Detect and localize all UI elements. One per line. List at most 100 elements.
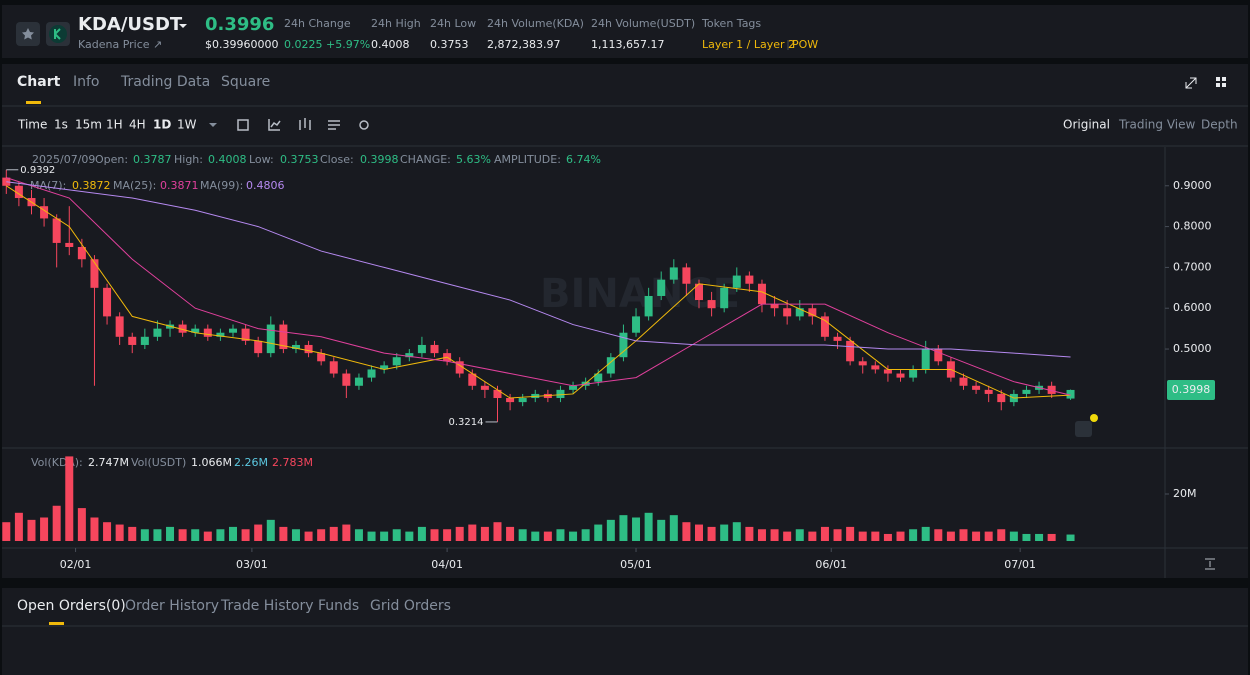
interval[interactable]: 1W [177, 118, 197, 132]
orders-tab[interactable]: Open Orders(0) [17, 598, 126, 614]
tab[interactable]: Trading Data [120, 74, 210, 90]
volume-bar [1009, 531, 1018, 541]
star-icon [22, 28, 34, 40]
interval[interactable]: Time [17, 118, 47, 132]
view-option[interactable]: Original [1063, 118, 1110, 132]
pair-name[interactable]: KDA/USDT [78, 14, 183, 35]
volume-bar [657, 519, 666, 541]
candle-body [959, 377, 968, 386]
tab[interactable]: Chart [17, 74, 61, 90]
candle-body [392, 357, 401, 366]
orders-tab[interactable]: Trade History [220, 598, 314, 614]
volume-bar [770, 529, 779, 541]
tool-icon[interactable] [299, 118, 311, 130]
candle-body [934, 349, 943, 362]
candle-body [569, 385, 578, 390]
stat-value: 0.3753 [430, 38, 469, 51]
interval[interactable]: 1D [153, 118, 171, 132]
volume-bar [644, 512, 653, 541]
candle-body [367, 369, 376, 378]
volume-bar [1022, 533, 1031, 541]
alert-dot [1090, 414, 1098, 422]
current-price-tag [1167, 379, 1215, 400]
token-tag[interactable]: POW [792, 38, 818, 51]
candle-body [241, 328, 250, 341]
volume-bar [430, 529, 439, 541]
candle-body [140, 336, 149, 345]
candle-body [266, 324, 275, 354]
volume-legend-label: Vol(USDT) [131, 456, 186, 469]
candle-body [405, 353, 414, 358]
candle-body [757, 283, 766, 305]
scale-icon[interactable] [1205, 558, 1215, 570]
candle-body [304, 344, 313, 354]
interval[interactable]: 15m [75, 118, 102, 132]
layout-icon[interactable] [1216, 77, 1226, 87]
volume-bar [493, 522, 502, 541]
candle-body [380, 365, 389, 370]
volume-bar [103, 522, 112, 541]
coin-link[interactable]: Kadena Price ↗ [78, 38, 162, 51]
volume-bar [77, 508, 86, 541]
moving-average-line [6, 185, 1071, 399]
orders-tab[interactable]: Order History [125, 598, 219, 614]
candle-body [506, 398, 515, 403]
tab[interactable]: Info [73, 74, 100, 90]
pair-dropdown[interactable] [179, 24, 187, 28]
stat-label: Token Tags [701, 17, 761, 30]
moving-average-line [6, 181, 1071, 358]
candle-body [871, 365, 880, 370]
candle-body [90, 259, 99, 288]
interval-dropdown[interactable] [209, 123, 217, 127]
candle-body [40, 206, 49, 219]
volume-bar [166, 526, 175, 541]
tab[interactable]: Square [221, 74, 270, 90]
volume-bar [883, 533, 892, 541]
candle-body [808, 308, 817, 317]
volume-bar [52, 505, 61, 541]
stat-label: 24h Change [284, 17, 351, 30]
candle-body [619, 332, 628, 358]
interval[interactable]: 4H [129, 118, 146, 132]
high-marker-label: 0.9392 [20, 165, 55, 176]
y-tick-label: 0.9000 [1173, 179, 1212, 192]
candle-body [115, 316, 124, 337]
candle-body [997, 393, 1006, 403]
candle-body [556, 389, 565, 399]
order-icon[interactable] [1075, 421, 1092, 437]
ma-legend-label: MA(99): [200, 179, 243, 192]
view-option[interactable]: Trading View [1118, 118, 1196, 132]
volume-bar [619, 515, 628, 541]
volume-bar [972, 531, 981, 541]
ma-legend-label: MA(25): [113, 179, 156, 192]
tool-icon[interactable] [268, 119, 281, 131]
volume-bar [392, 529, 401, 541]
tool-icon[interactable] [237, 119, 249, 131]
orders-tab[interactable]: Grid Orders [370, 598, 451, 614]
interval[interactable]: 1H [106, 118, 123, 132]
volume-bar [1035, 533, 1044, 541]
volume-bar [291, 529, 300, 541]
tool-icon[interactable] [328, 120, 340, 130]
tool-icon[interactable] [359, 120, 369, 130]
candle-body [65, 242, 74, 247]
volume-bar [153, 529, 162, 541]
interval[interactable]: 1s [54, 118, 68, 132]
volume-bar [455, 526, 464, 541]
candle-body [657, 279, 666, 296]
volume-bar [632, 517, 641, 541]
candle-body [103, 287, 112, 317]
token-tag[interactable]: Layer 1 / Layer 2 [702, 38, 795, 51]
candle-body [342, 373, 351, 386]
volume-bar [846, 526, 855, 541]
volume-bar [896, 531, 905, 541]
orders-tab[interactable]: Funds [318, 598, 359, 614]
view-option[interactable]: Depth [1201, 118, 1238, 132]
legend-value: 0.4008 [208, 153, 247, 166]
moving-average-line [6, 177, 1071, 396]
x-tick-label: 05/01 [620, 558, 652, 571]
candle-body [77, 247, 86, 260]
fullscreen-icon[interactable] [1185, 77, 1197, 89]
candle-body [128, 336, 137, 345]
